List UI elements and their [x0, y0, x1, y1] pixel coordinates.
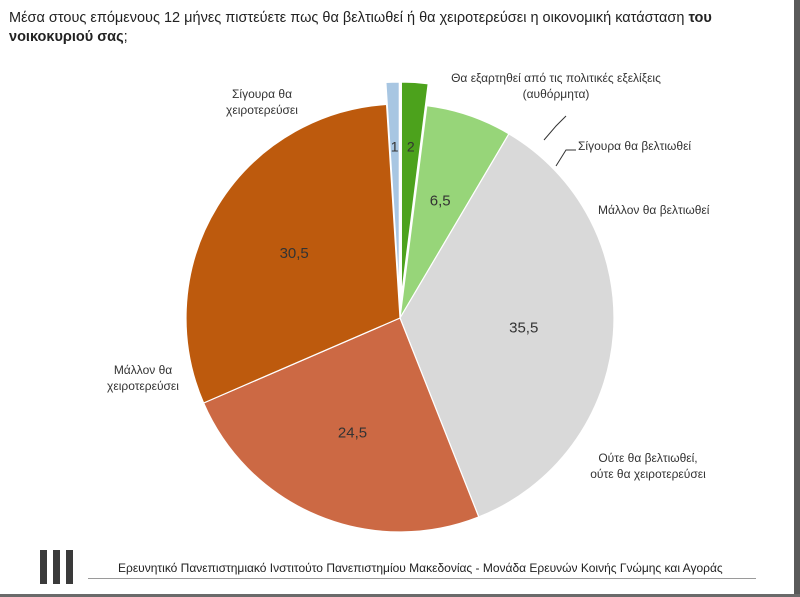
slice-value-label: 1	[391, 138, 399, 154]
question-emphasis: του νοικοκυριού σας	[9, 10, 712, 45]
question-text: Μέσα στους επόμενους 12 μήνες πιστεύετε …	[9, 10, 689, 26]
pie-slice	[385, 81, 400, 297]
window-border-bottom	[0, 594, 800, 597]
university-logo	[40, 550, 73, 584]
footer-divider	[88, 578, 756, 579]
slice-category-label: Μάλλον θα χειροτερεύσει	[107, 363, 179, 393]
pie-slice	[202, 317, 480, 533]
footer-source: Ερευνητικό Πανεπιστημιακό Ινστιτούτο Παν…	[118, 561, 723, 575]
slice-value-label: 6,5	[430, 193, 451, 210]
pie-slice	[185, 103, 401, 404]
chart-question: Μέσα στους επόμενους 12 μήνες πιστεύετε …	[9, 9, 779, 47]
slice-value-label: 35,5	[509, 320, 538, 337]
slice-category-label: Σίγουρα θα χειροτερεύσει	[226, 87, 298, 117]
leader-line	[543, 115, 567, 141]
slice-value-label: 24,5	[338, 425, 367, 442]
slice-category-label: Ούτε θα βελτιωθεί, ούτε θα χειροτερεύσει	[590, 451, 706, 481]
slice-category-label: Μάλλον θα βελτιωθεί	[598, 203, 710, 217]
pie-chart: 2 Σίγουρα θα βελτιωθεί 6,5 Μάλλον θα βελτιω…	[107, 71, 710, 533]
slice-category-label: Σίγουρα θα βελτιωθεί	[578, 139, 691, 153]
slice-value-label: 2	[407, 139, 415, 155]
leader-line	[555, 149, 576, 167]
window-border-right	[794, 0, 800, 597]
slice-value-label: 30,5	[280, 245, 309, 262]
slice-category-label: Θα εξαρτηθεί από τις πολιτικές εξελίξεις…	[451, 71, 661, 101]
pie-slice	[399, 132, 615, 518]
question-end: ;	[123, 29, 128, 45]
pie-slice	[400, 81, 429, 297]
